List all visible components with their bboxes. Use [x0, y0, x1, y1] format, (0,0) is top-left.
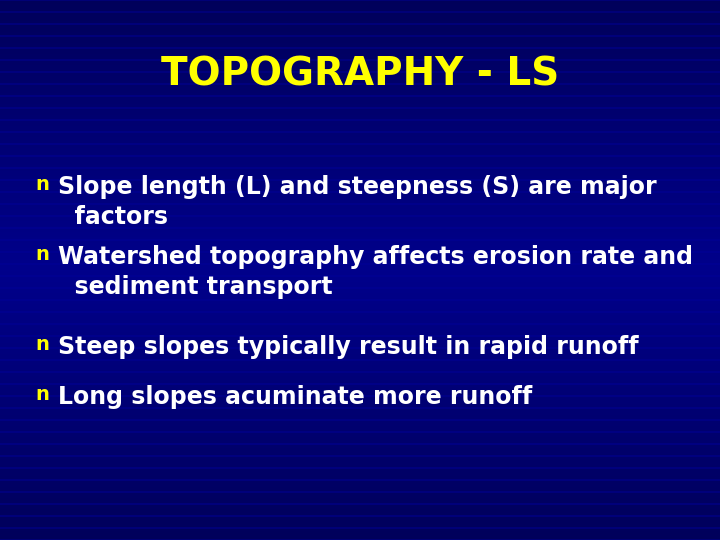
Text: n: n	[35, 245, 49, 264]
Text: Watershed topography affects erosion rate and
  sediment transport: Watershed topography affects erosion rat…	[58, 245, 693, 299]
Text: n: n	[35, 175, 49, 194]
Text: Steep slopes typically result in rapid runoff: Steep slopes typically result in rapid r…	[58, 335, 639, 359]
Text: n: n	[35, 385, 49, 404]
Text: TOPOGRAPHY - LS: TOPOGRAPHY - LS	[161, 56, 559, 94]
Text: Long slopes acuminate more runoff: Long slopes acuminate more runoff	[58, 385, 532, 409]
Text: n: n	[35, 335, 49, 354]
Text: Slope length (L) and steepness (S) are major
  factors: Slope length (L) and steepness (S) are m…	[58, 175, 657, 229]
